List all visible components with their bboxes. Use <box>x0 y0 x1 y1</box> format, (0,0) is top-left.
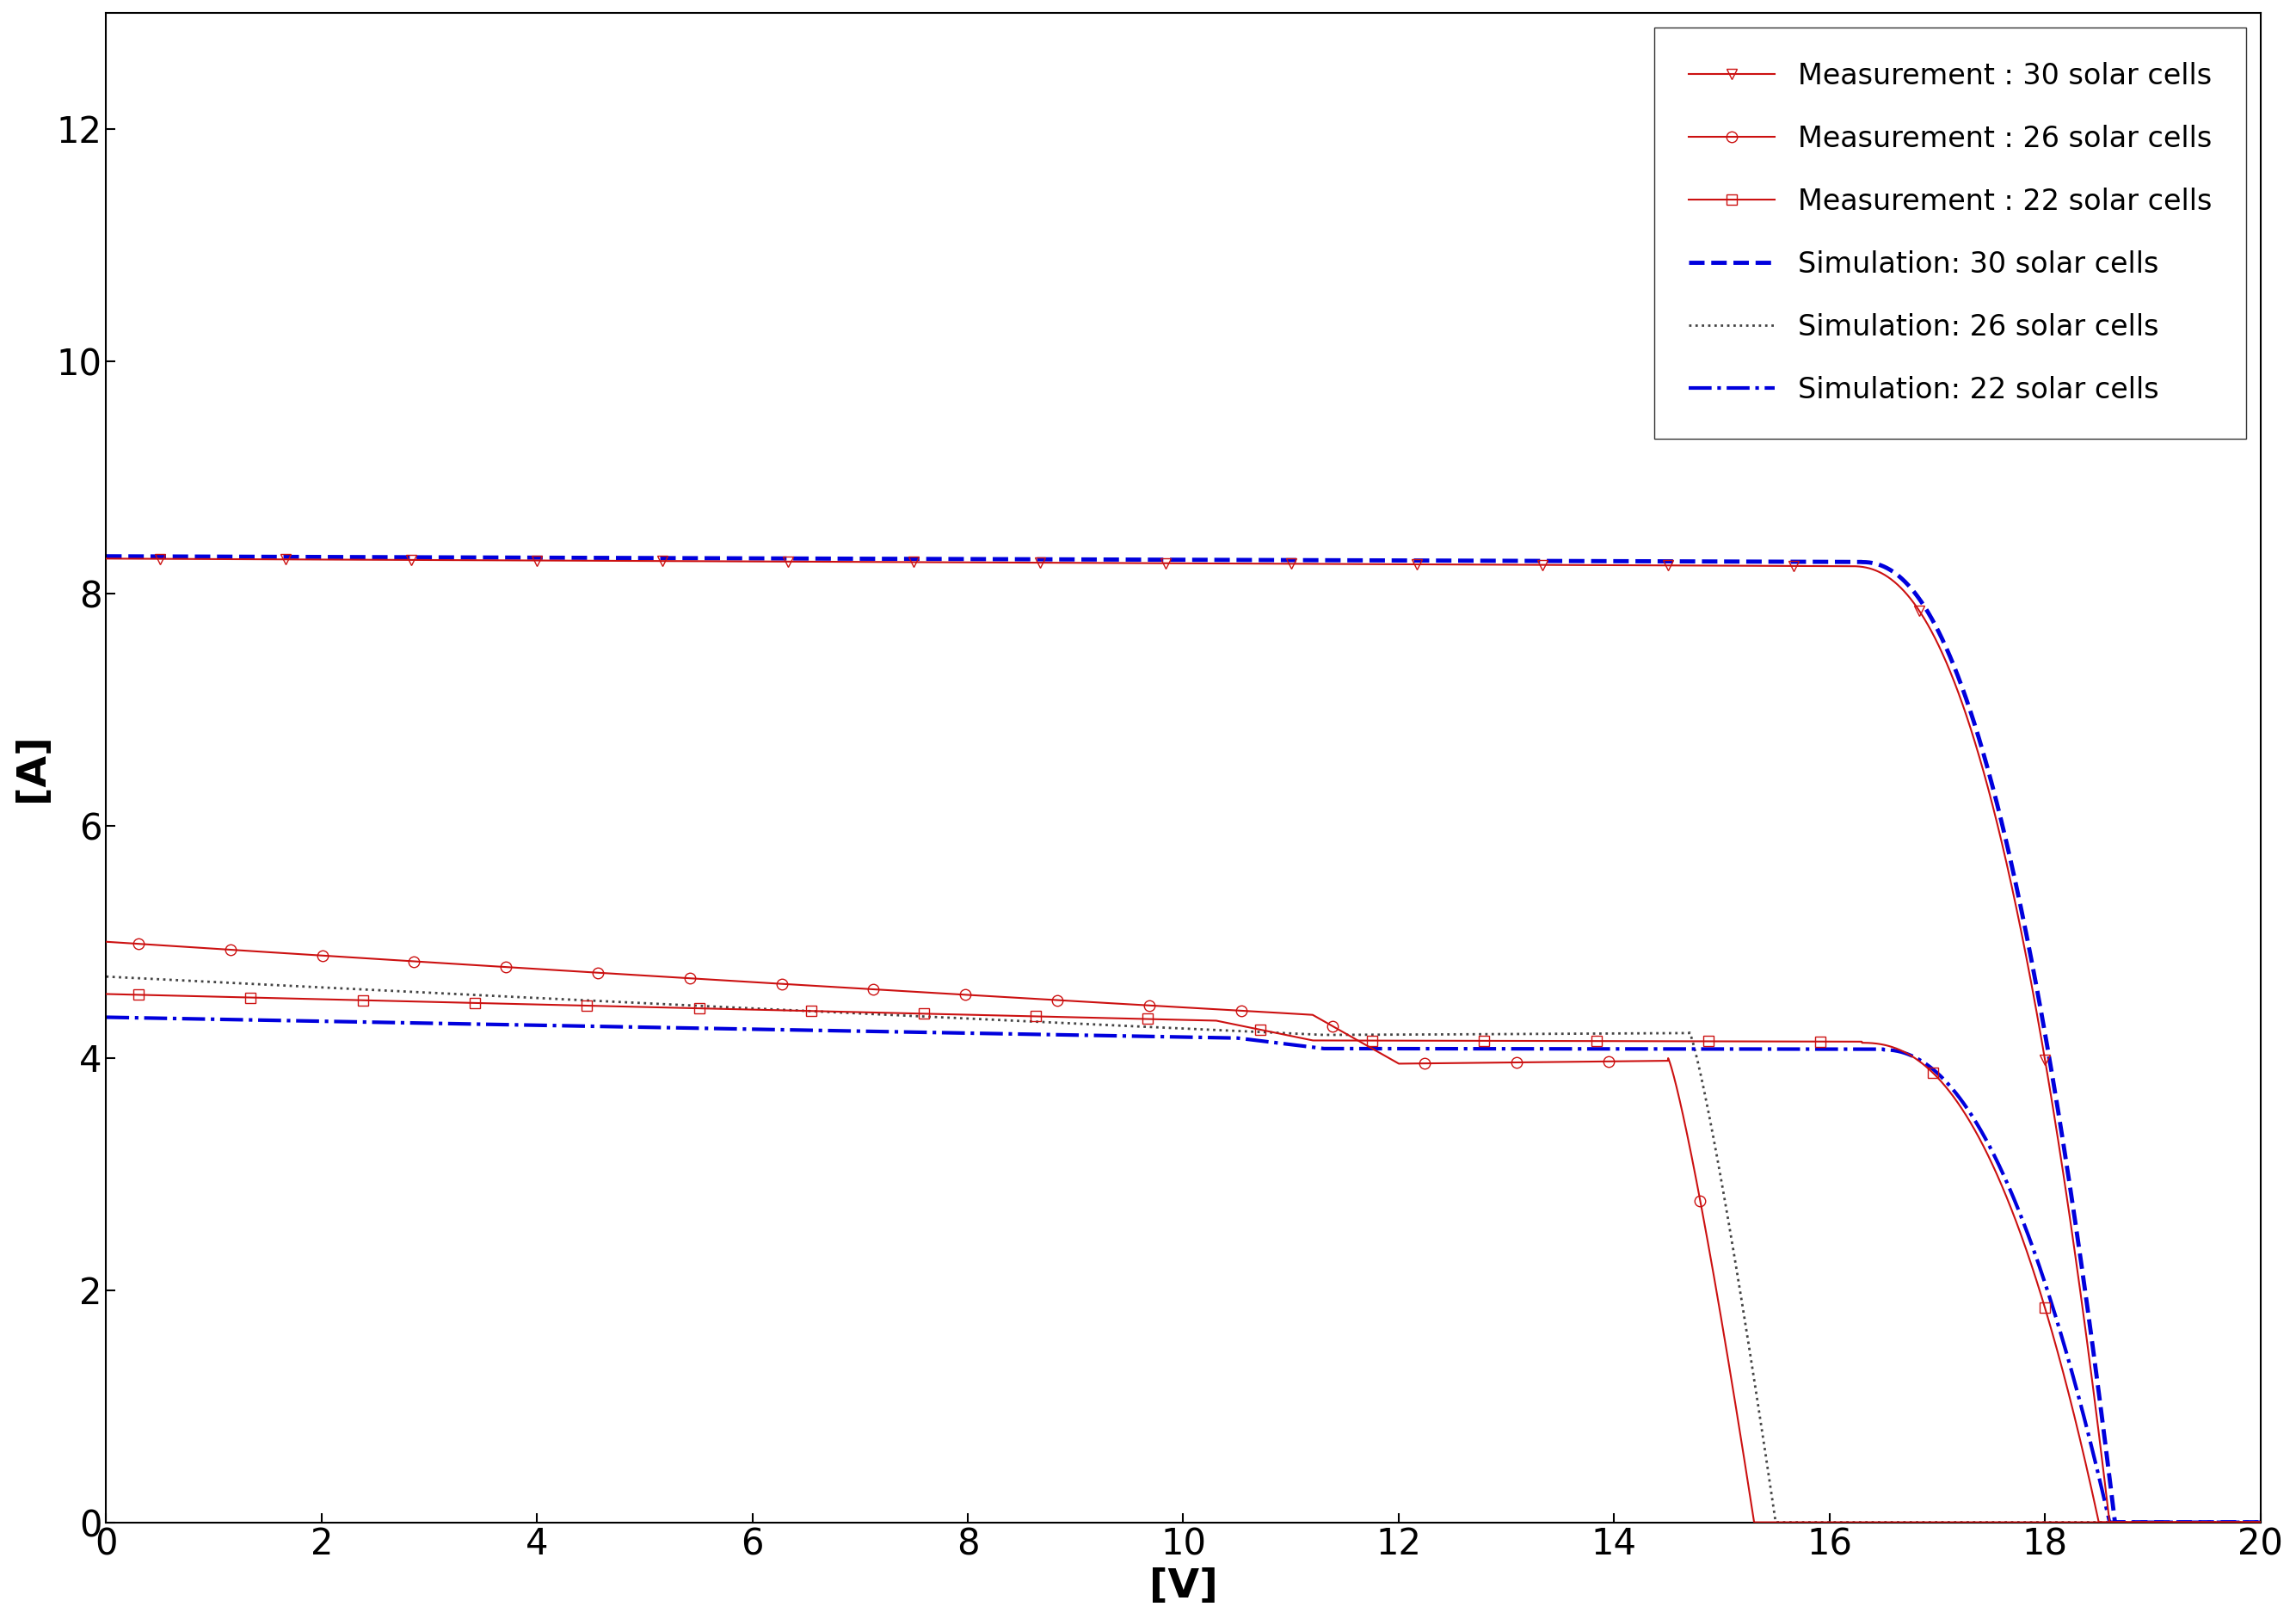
Y-axis label: [A]: [A] <box>14 733 51 801</box>
X-axis label: [V]: [V] <box>1148 1567 1217 1606</box>
Legend: Measurement : 30 solar cells, Measurement : 26 solar cells, Measurement : 22 sol: Measurement : 30 solar cells, Measuremen… <box>1653 28 2245 439</box>
